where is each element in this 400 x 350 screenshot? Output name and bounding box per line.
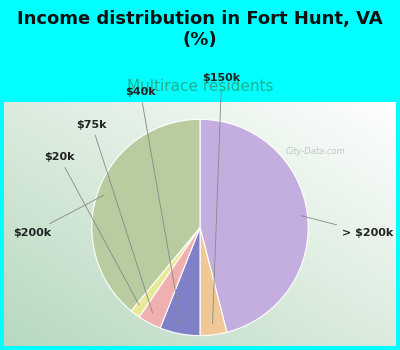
Text: Income distribution in Fort Hunt, VA
(%): Income distribution in Fort Hunt, VA (%) [17,10,383,49]
Wedge shape [92,119,200,311]
Text: $200k: $200k [13,195,104,238]
Text: Multirace residents: Multirace residents [127,79,273,93]
Text: City-Data.com: City-Data.com [285,147,345,156]
Wedge shape [200,228,227,336]
Text: $75k: $75k [76,120,152,313]
Wedge shape [200,119,308,332]
Wedge shape [160,228,200,336]
Text: > $200k: > $200k [302,216,393,238]
Wedge shape [139,228,200,328]
Text: $150k: $150k [202,73,241,323]
Wedge shape [131,228,200,317]
Text: $40k: $40k [125,87,181,323]
Text: $20k: $20k [44,152,139,304]
